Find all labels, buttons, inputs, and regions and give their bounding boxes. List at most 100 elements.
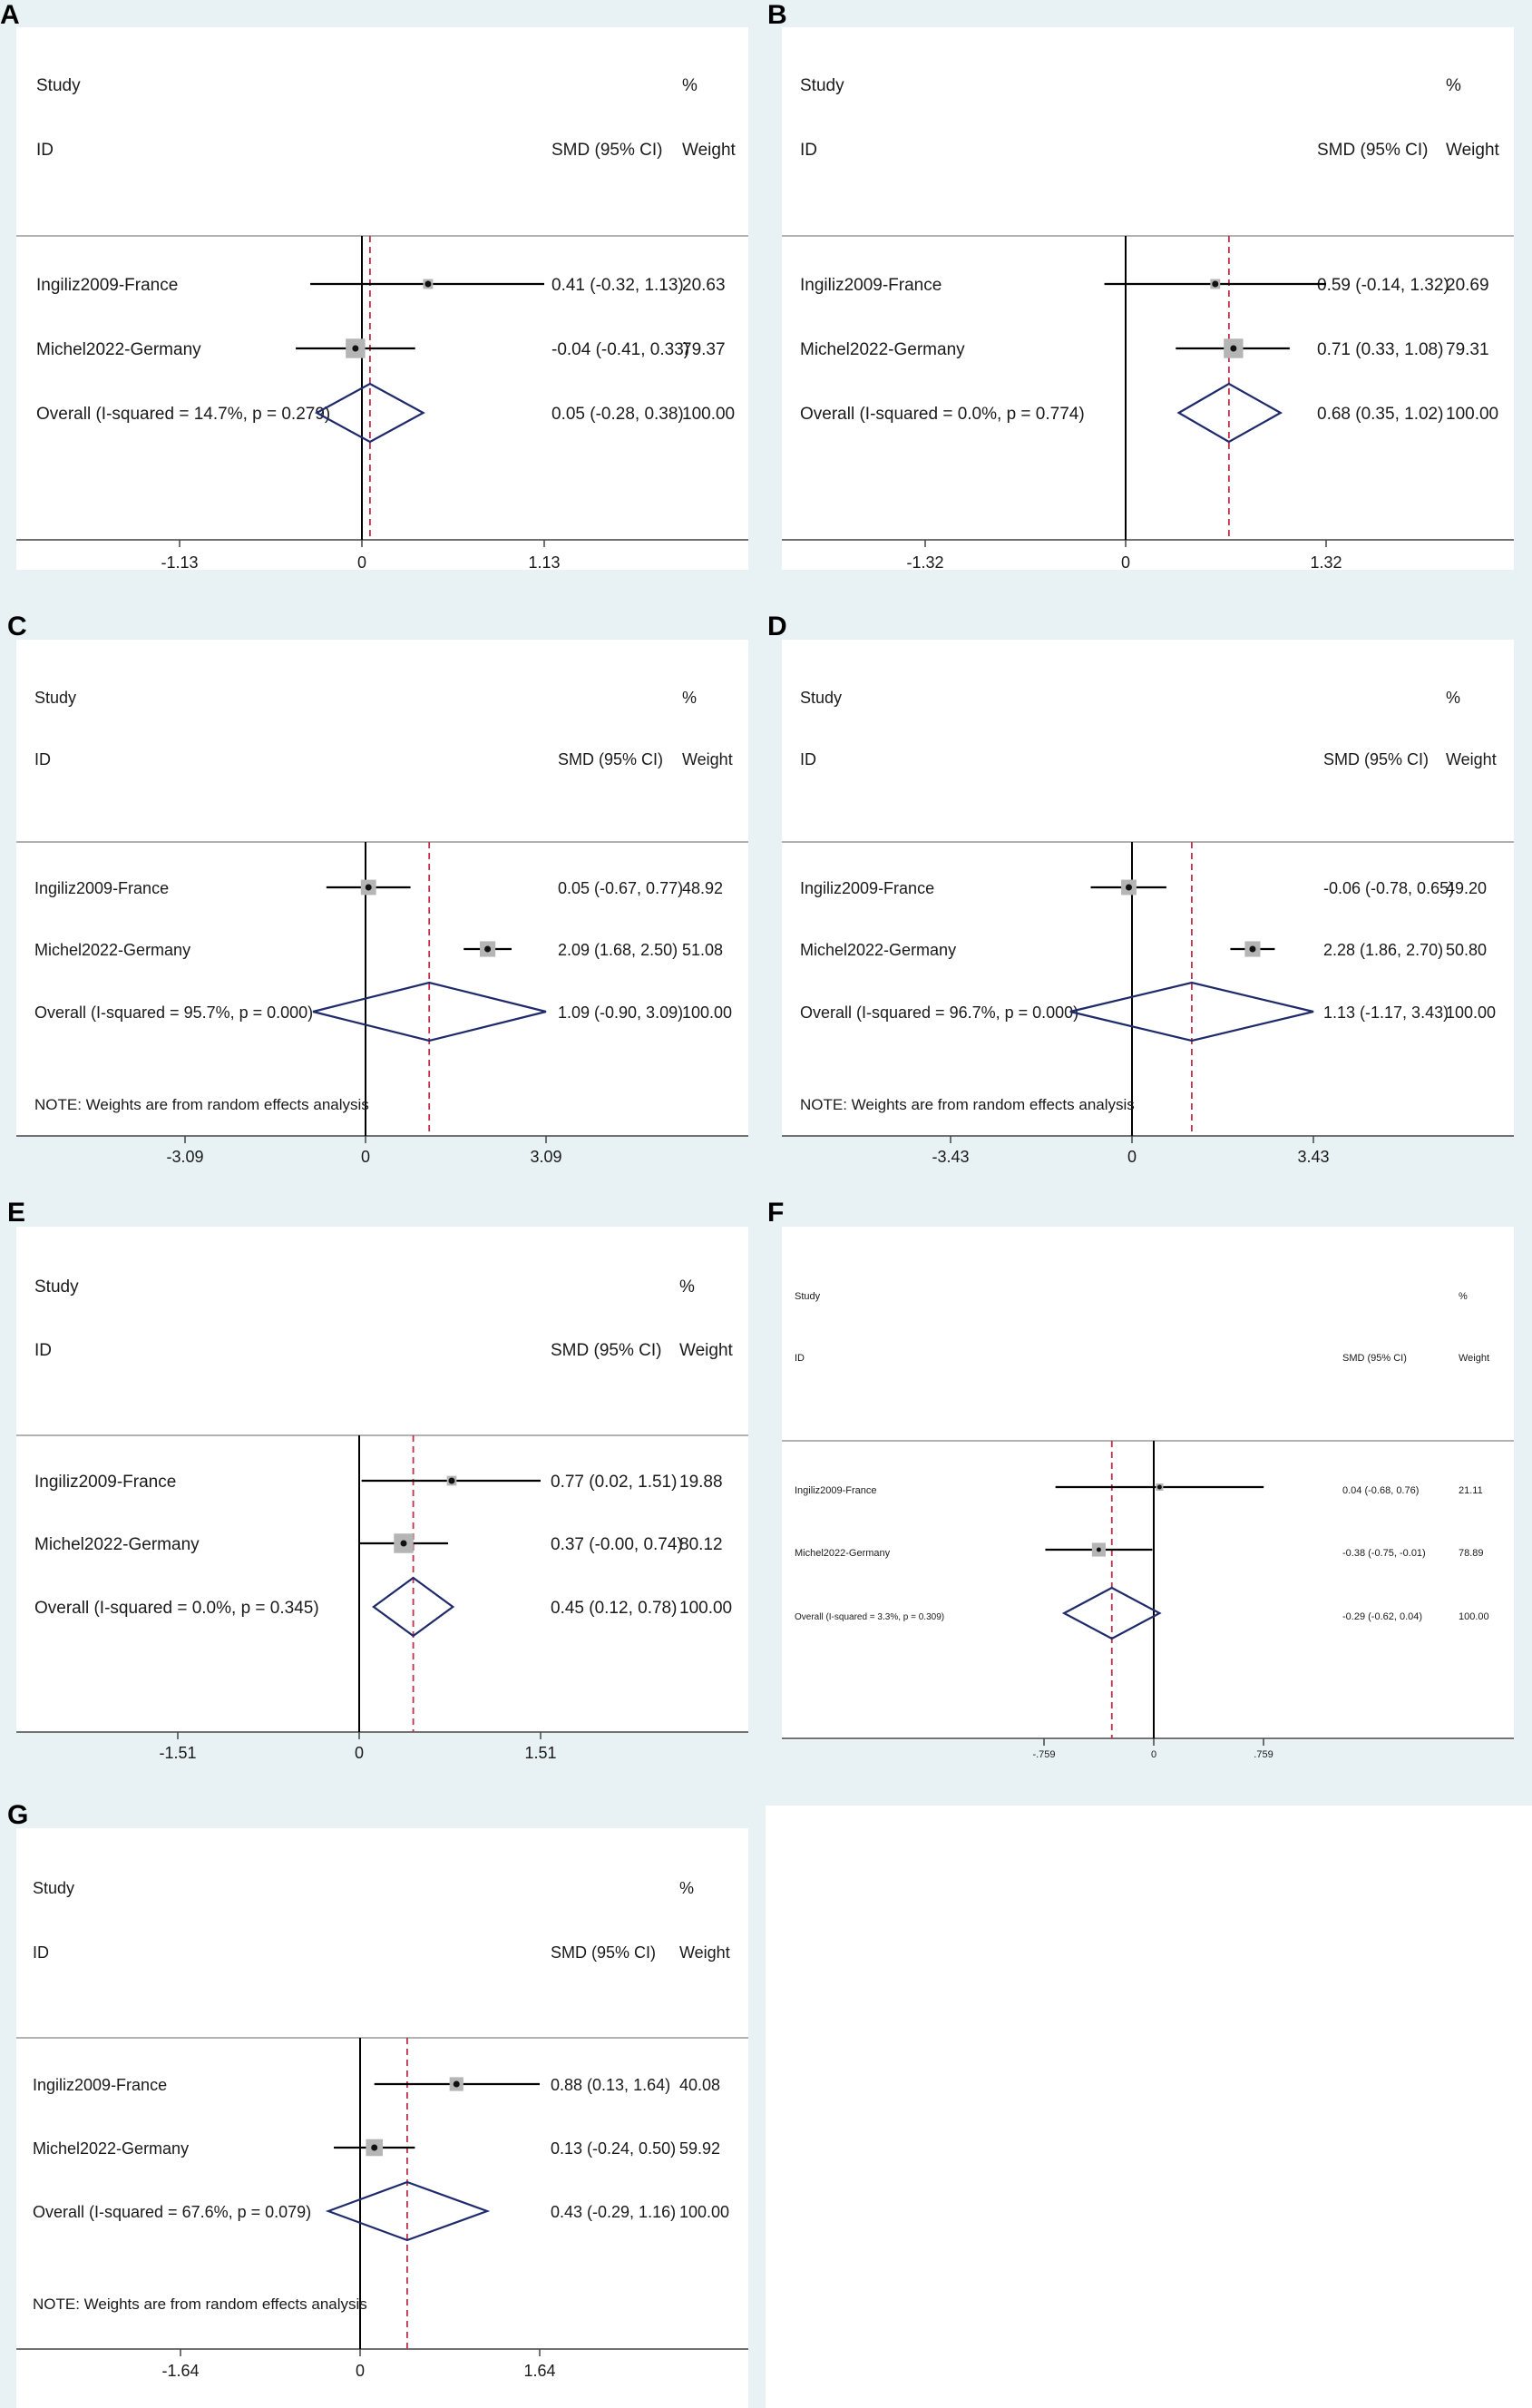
- study-effect-label: -0.06 (-0.78, 0.65): [1323, 879, 1454, 897]
- forest-panel-e: E Study % ID SMD (95% CI) Weight -1.51 0 1.51 Ing…: [7, 1198, 748, 1762]
- study-row: Ingiliz2009-France 0.04 (-0.68, 0.76) 21.1…: [795, 1483, 1483, 1496]
- panel-letter: C: [7, 612, 27, 641]
- header-study: Study: [36, 76, 81, 95]
- study-effect-label: 0.41 (-0.32, 1.13): [551, 276, 684, 295]
- overall-label: Overall (I-squared = 96.7%, p = 0.000): [800, 1003, 1078, 1022]
- x-tick-label: -3.09: [166, 1148, 203, 1166]
- study-weight-label: 80.12: [679, 1535, 723, 1554]
- overall-effect-label: 1.13 (-1.17, 3.43): [1323, 1003, 1449, 1022]
- study-row: Ingiliz2009-France 0.59 (-0.14, 1.32)20.6…: [800, 276, 1489, 295]
- panel-background: [16, 27, 748, 570]
- panel-letter: E: [7, 1198, 25, 1228]
- x-tick-label: 1.13: [528, 553, 560, 572]
- study-weight-label: 59.92: [679, 2139, 720, 2158]
- panel-letter: G: [7, 1800, 28, 1830]
- header-percent: %: [1446, 689, 1460, 707]
- study-name: Ingiliz2009-France: [33, 2076, 167, 2094]
- study-effect-label: 0.88 (0.13, 1.64): [551, 2076, 670, 2094]
- study-point-estimate: [448, 1477, 455, 1484]
- study-weight-label: 78.89: [1459, 1548, 1484, 1559]
- study-weight-label: 79.31: [1446, 340, 1489, 359]
- header-percent: %: [682, 689, 697, 707]
- study-row: Ingiliz2009-France 0.41 (-0.32, 1.13)20.6…: [36, 276, 726, 295]
- x-tick-label: 1.64: [523, 2362, 555, 2380]
- study-point-estimate: [1096, 1547, 1101, 1552]
- header-effect: SMD (95% CI): [1323, 750, 1429, 768]
- overall-label: Overall (I-squared = 95.7%, p = 0.000): [34, 1003, 313, 1022]
- study-row: Ingiliz2009-France 0.77 (0.02, 1.51) 19.88: [34, 1473, 723, 1492]
- overall-row: Overall (I-squared = 0.0%, p = 0.774) 0.6…: [800, 382, 1498, 444]
- header-study: Study: [33, 1879, 74, 1897]
- panel-letter: A: [0, 0, 20, 30]
- weights-note: NOTE: Weights are from random effects an…: [800, 1096, 1135, 1113]
- header-study: Study: [800, 689, 842, 707]
- study-point-estimate: [1126, 884, 1133, 891]
- study-name: Michel2022-Germany: [34, 1535, 200, 1554]
- header-weight: Weight: [682, 750, 733, 768]
- panel-background: [782, 1227, 1514, 1740]
- study-name: Michel2022-Germany: [36, 340, 201, 359]
- overall-diamond: [1176, 382, 1283, 444]
- header-id: ID: [34, 1341, 52, 1360]
- study-row: Michel2022-Germany 0.37 (-0.00, 0.74)80.1…: [34, 1533, 723, 1554]
- forest-panel-a: A Study % ID SMD (95% CI) Weight -1.13 0 1.13 Ing…: [0, 0, 748, 572]
- study-row: Michel2022-Germany 2.28 (1.86, 2.70) 50.80: [800, 941, 1487, 959]
- header-weight: Weight: [1459, 1353, 1489, 1364]
- header-id: ID: [36, 141, 54, 160]
- overall-row: Overall (I-squared = 0.0%, p = 0.345) 0.4…: [34, 1576, 732, 1638]
- study-effect-label: 0.59 (-0.14, 1.32): [1317, 276, 1449, 295]
- x-tick-label: .759: [1254, 1749, 1273, 1760]
- overall-label: Overall (I-squared = 14.7%, p = 0.279): [36, 405, 330, 424]
- study-name: Michel2022-Germany: [800, 941, 956, 959]
- overall-weight-label: 100.00: [682, 1003, 732, 1022]
- overall-label: Overall (I-squared = 67.6%, p = 0.079): [33, 2203, 311, 2221]
- panel-letter: D: [767, 612, 787, 641]
- header-id: ID: [34, 750, 51, 768]
- study-effect-label: 0.37 (-0.00, 0.74): [551, 1535, 683, 1554]
- x-tick-label: 0: [1151, 1749, 1156, 1760]
- study-effect-label: 2.09 (1.68, 2.50): [558, 941, 678, 959]
- header-study: Study: [34, 1277, 79, 1297]
- header-id: ID: [800, 141, 817, 160]
- study-point-estimate: [1156, 1484, 1162, 1490]
- header-weight: Weight: [682, 141, 737, 160]
- study-effect-label: 2.28 (1.86, 2.70): [1323, 941, 1443, 959]
- study-row: Michel2022-Germany -0.38 (-0.75, -0.01) 78…: [795, 1542, 1484, 1559]
- overall-weight-label: 100.00: [1446, 1003, 1496, 1022]
- study-row: Ingiliz2009-France -0.06 (-0.78, 0.65)49.…: [800, 879, 1487, 897]
- header-effect: SMD (95% CI): [1342, 1353, 1407, 1364]
- study-weight-label: 79.37: [682, 340, 726, 359]
- x-tick-label: 1.51: [524, 1744, 556, 1762]
- overall-row: Overall (I-squared = 14.7%, p = 0.279) 0.…: [36, 382, 735, 444]
- overall-diamond: [1061, 1586, 1162, 1640]
- overall-effect-label: 0.45 (0.12, 0.78): [551, 1599, 677, 1618]
- x-tick-label: -.759: [1032, 1749, 1055, 1760]
- study-name: Ingiliz2009-France: [800, 276, 942, 295]
- header-percent: %: [1459, 1291, 1468, 1302]
- study-weight-label: 21.11: [1459, 1485, 1483, 1496]
- overall-row: Overall (I-squared = 96.7%, p = 0.000) 1.…: [800, 981, 1496, 1042]
- study-row: Michel2022-Germany -0.04 (-0.41, 0.33)79.…: [36, 338, 726, 359]
- study-name: Ingiliz2009-France: [36, 276, 178, 295]
- overall-effect-label: 0.68 (0.35, 1.02): [1317, 405, 1443, 424]
- overall-effect-label: 0.43 (-0.29, 1.16): [551, 2203, 676, 2221]
- study-effect-label: 0.71 (0.33, 1.08): [1317, 340, 1443, 359]
- study-row: Michel2022-Germany 0.71 (0.33, 1.08) 79.31: [800, 338, 1489, 359]
- header-effect: SMD (95% CI): [551, 1943, 656, 1962]
- study-weight-label: 50.80: [1446, 941, 1487, 959]
- study-weight-label: 20.63: [682, 276, 726, 295]
- x-tick-label: -1.32: [906, 553, 943, 572]
- header-effect: SMD (95% CI): [558, 750, 663, 768]
- study-point-estimate: [352, 345, 359, 352]
- header-effect: SMD (95% CI): [551, 1341, 661, 1360]
- panel-background: [16, 1828, 748, 2408]
- overall-row: Overall (I-squared = 67.6%, p = 0.079) 0.…: [33, 2180, 729, 2242]
- overall-weight-label: 100.00: [682, 405, 735, 424]
- overall-label: Overall (I-squared = 3.3%, p = 0.309): [795, 1612, 944, 1622]
- x-tick-label: 0: [357, 553, 366, 572]
- study-weight-label: 48.92: [682, 879, 723, 897]
- forest-panel-b: B Study % ID SMD (95% CI) Weight -1.32 0 1.32 Ing…: [767, 0, 1514, 572]
- header-study: Study: [800, 76, 844, 95]
- study-effect-label: 0.05 (-0.67, 0.77): [558, 879, 683, 897]
